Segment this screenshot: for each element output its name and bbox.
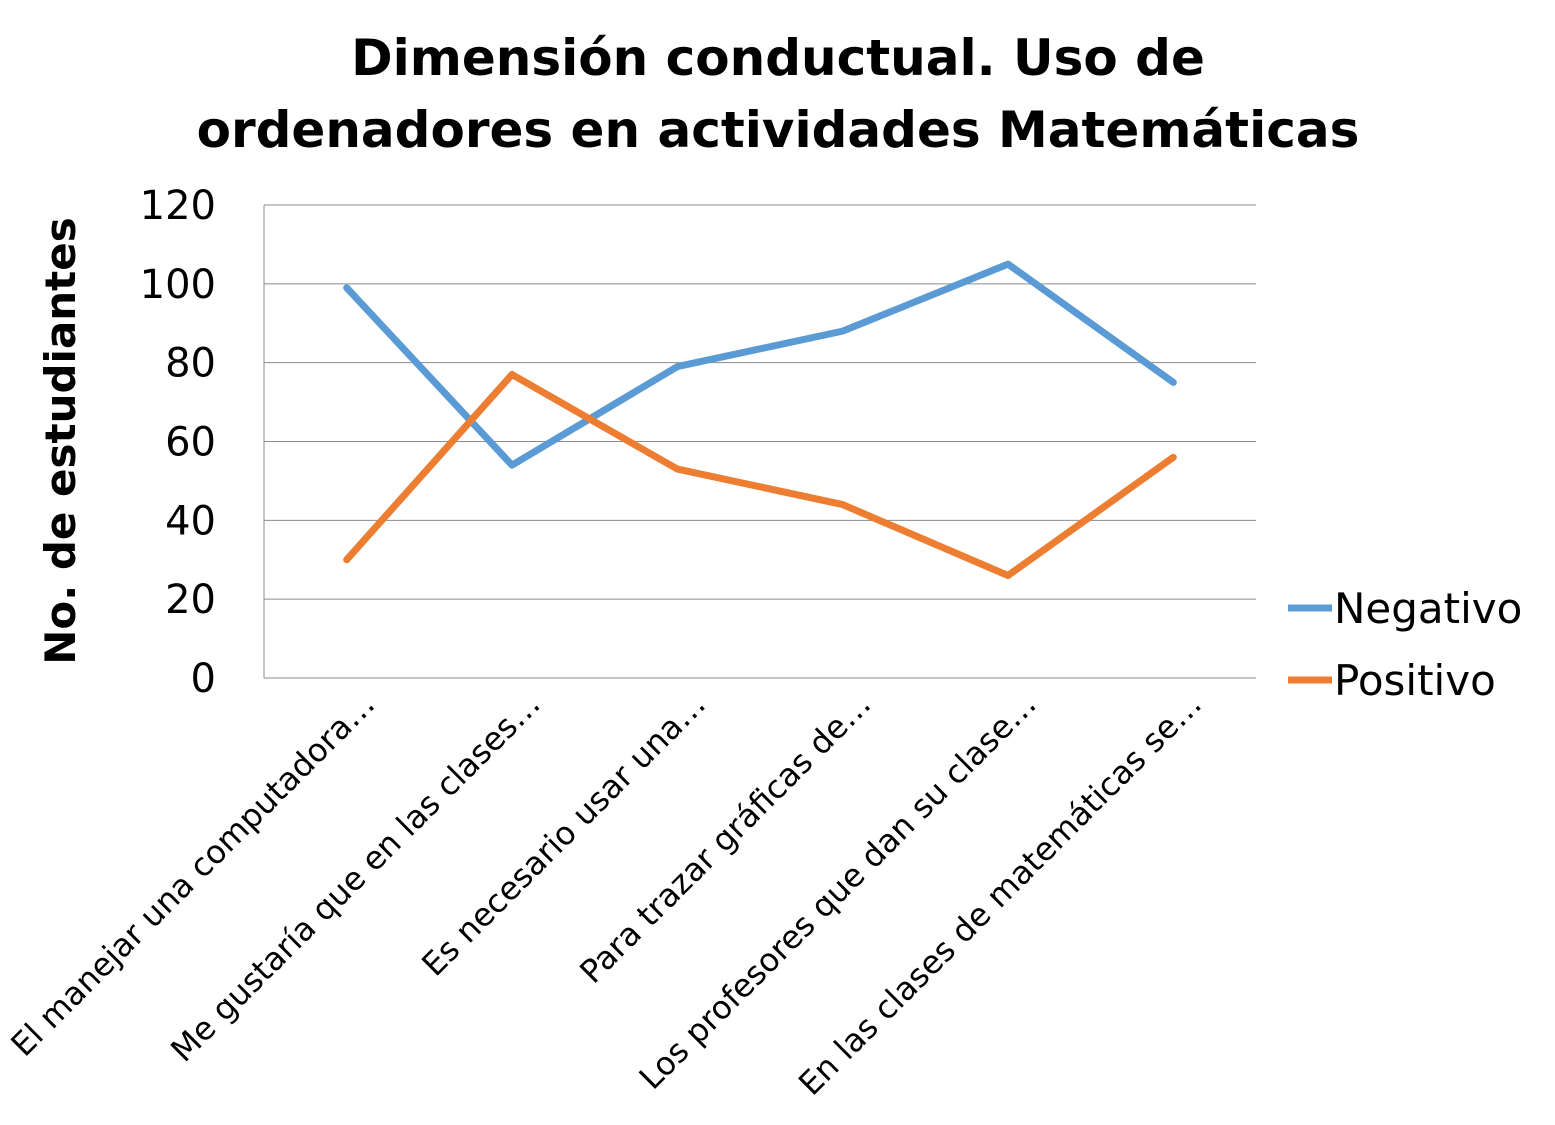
x-tick-label: Para trazar gráficas de…	[572, 685, 878, 991]
x-tick-label: Me gustaría que en las clases…	[163, 685, 548, 1070]
y-axis-label: No. de estudiantes	[36, 217, 85, 664]
y-tick-label: 40	[165, 498, 216, 544]
y-tick-label: 0	[191, 656, 216, 702]
legend-label: Positivo	[1334, 656, 1496, 705]
y-tick-label: 120	[140, 183, 216, 229]
chart-title-line-1: Dimensión conductual. Uso de	[351, 29, 1205, 87]
series-line-negativo	[343, 260, 1177, 469]
legend-label: Negativo	[1334, 584, 1522, 633]
y-tick-label: 80	[165, 341, 216, 387]
x-tick-label: El manejar una computadora…	[3, 685, 382, 1064]
series-line-positivo	[343, 370, 1177, 580]
y-tick-label: 60	[165, 420, 216, 466]
y-tick-label: 100	[140, 262, 216, 308]
y-tick-label: 20	[165, 577, 216, 623]
x-tick-label: Es necesario usar una…	[414, 685, 713, 984]
chart-title-line-2: ordenadores en actividades Matemáticas	[197, 101, 1360, 159]
